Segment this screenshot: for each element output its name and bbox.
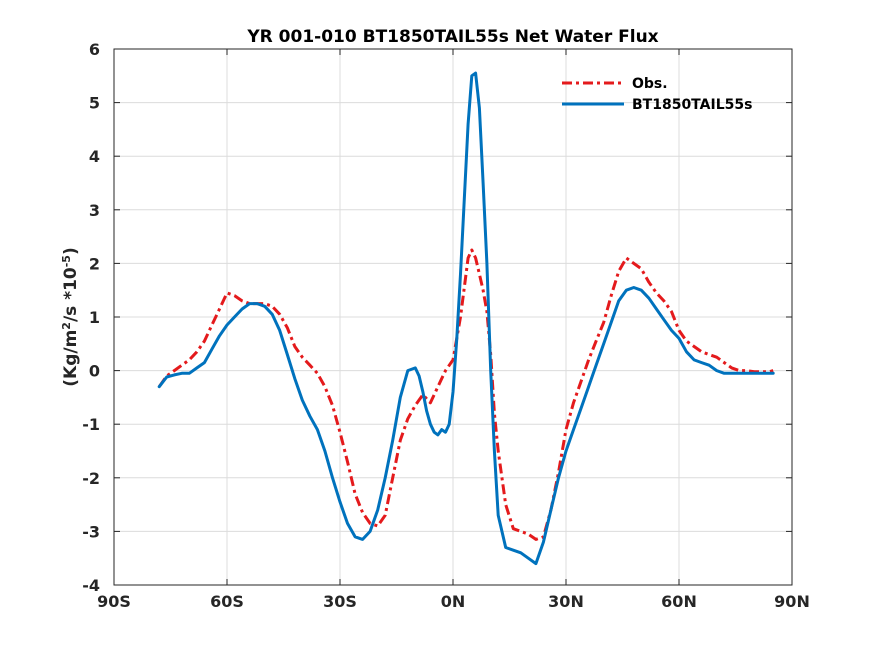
x-tick-label: 0N xyxy=(441,592,466,611)
axis-ticks xyxy=(113,48,793,586)
ylabel-sup-1: 2 xyxy=(60,322,73,330)
y-tick-labels: 6 5 4 3 2 1 0 -1 -2 -3 -4 xyxy=(82,40,100,595)
y-tick-label: 1 xyxy=(89,308,100,327)
x-tick-label: 90N xyxy=(774,592,810,611)
y-axis-label: (Kg/m2/s *10-5) xyxy=(60,247,82,387)
y-tick-label: 5 xyxy=(89,94,100,113)
y-tick-label: 3 xyxy=(89,201,100,220)
y-tick-label: -4 xyxy=(82,576,100,595)
x-tick-label: 30N xyxy=(548,592,584,611)
ylabel-sup-2: -5 xyxy=(60,255,73,267)
chart-title: YR 001-010 BT1850TAIL55s Net Water Flux xyxy=(246,27,658,47)
x-tick-labels: 90S 60S 30S 0N 30N 60N 90N xyxy=(97,592,810,611)
x-tick-label: 60N xyxy=(661,592,697,611)
y-tick-label: 6 xyxy=(89,40,100,59)
y-tick-label: -2 xyxy=(82,469,100,488)
ylabel-part-pre: (Kg/m xyxy=(61,330,81,387)
legend-label-bt1850tail55s: BT1850TAIL55s xyxy=(632,97,752,113)
y-tick-label: 2 xyxy=(89,254,100,273)
grid-lines xyxy=(114,49,792,585)
ylabel-part-mid: /s *10 xyxy=(61,267,81,322)
y-tick-label: -3 xyxy=(82,522,100,541)
y-tick-label: 0 xyxy=(89,362,100,381)
legend: Obs. BT1850TAIL55s xyxy=(562,76,752,113)
ylabel-part-post: ) xyxy=(61,247,81,255)
y-tick-label: 4 xyxy=(89,147,100,166)
x-tick-label: 90S xyxy=(97,592,131,611)
series-line-obs xyxy=(157,248,774,541)
y-tick-label: -1 xyxy=(82,415,100,434)
series-line-bt1850tail55s xyxy=(157,71,775,566)
series-layer xyxy=(157,71,775,566)
x-tick-label: 30S xyxy=(323,592,357,611)
x-tick-label: 60S xyxy=(210,592,244,611)
legend-label-obs: Obs. xyxy=(632,76,668,92)
